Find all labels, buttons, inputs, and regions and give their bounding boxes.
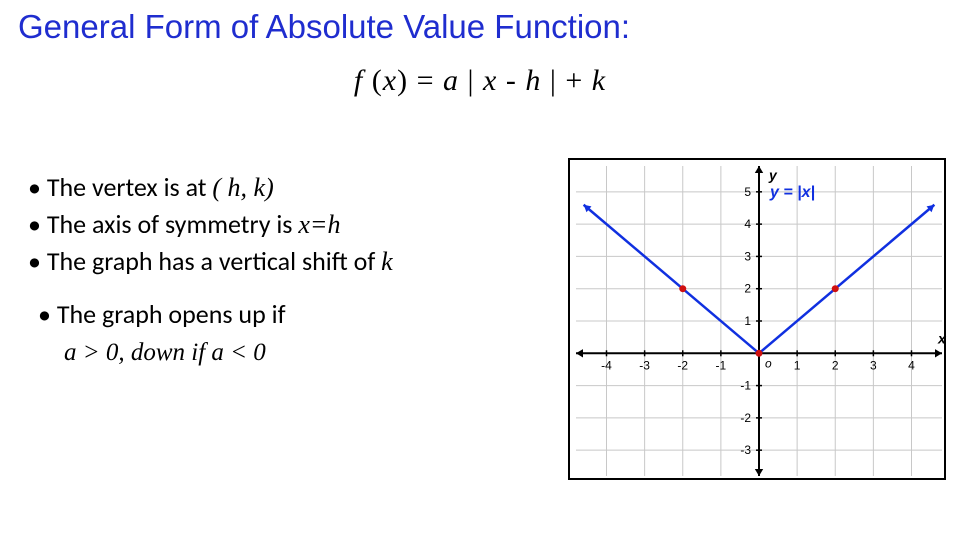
svg-text:2: 2	[744, 282, 751, 296]
bullet1-text: The vertex is at	[47, 171, 213, 203]
page-title: General Form of Absolute Value Function:	[0, 0, 960, 46]
equation-eq: =	[417, 64, 443, 97]
svg-text:-3: -3	[639, 358, 650, 372]
bullet-axis: The axis of symmetry is x=h	[28, 207, 540, 242]
equation-k: k	[592, 64, 606, 97]
bullet-vertex: The vertex is at ( h, k)	[28, 170, 540, 205]
svg-text:o: o	[765, 356, 772, 370]
svg-text:3: 3	[744, 249, 751, 263]
equation-a: a	[443, 64, 459, 97]
equation-bar1: |	[467, 64, 483, 97]
equation-h: h	[525, 64, 541, 97]
equation-bar2: |	[541, 64, 565, 97]
bullet1-var: ( h, k)	[212, 173, 273, 202]
svg-text:4: 4	[908, 358, 915, 372]
bullet3-text: The graph has a vertical shift of	[47, 245, 381, 277]
svg-text:y: y	[768, 167, 778, 183]
equation-plus: +	[565, 64, 591, 97]
svg-text:1: 1	[794, 358, 801, 372]
equation-x2: x	[483, 64, 497, 97]
bullet-list: The vertex is at ( h, k) The axis of sym…	[0, 160, 540, 372]
svg-text:3: 3	[870, 358, 877, 372]
svg-text:x: x	[937, 330, 947, 346]
bullet2-text: The axis of symmetry is	[47, 208, 299, 240]
bullet3-var: k	[381, 247, 393, 276]
equation-fx: f	[354, 64, 372, 97]
chart-svg: -4 -3 -2 -1 1 2 3 4 1 2 3 4 5 -1 -2 -3 x y o	[570, 160, 948, 482]
svg-text:2: 2	[832, 358, 839, 372]
equation-x: x	[383, 64, 397, 97]
equation: f (x) = a | x - h | + k	[0, 64, 960, 98]
svg-text:1: 1	[744, 314, 751, 328]
svg-text:-4: -4	[601, 358, 612, 372]
svg-text:-2: -2	[740, 411, 751, 425]
equation-minus: -	[497, 64, 525, 97]
equation-paren: (	[372, 64, 383, 97]
svg-text:-3: -3	[740, 443, 751, 457]
bullet-opens: The graph opens up if a > 0, down if a <…	[38, 297, 540, 370]
chart-legend: y = |x|	[770, 184, 815, 202]
svg-text:-1: -1	[740, 379, 751, 393]
svg-text:-1: -1	[716, 358, 727, 372]
svg-text:-2: -2	[677, 358, 688, 372]
svg-text:5: 5	[744, 185, 751, 199]
bullet4-text: The graph opens up if	[57, 298, 286, 330]
equation-paren2: )	[397, 64, 408, 97]
svg-text:4: 4	[744, 217, 751, 231]
bullet2-var: x=h	[298, 210, 340, 239]
bullet4-cond: a > 0, down if a < 0	[64, 336, 540, 370]
abs-value-chart: -4 -3 -2 -1 1 2 3 4 1 2 3 4 5 -1 -2 -3 x y o y = |x|	[568, 158, 946, 480]
bullet-shift: The graph has a vertical shift of k	[28, 244, 540, 279]
